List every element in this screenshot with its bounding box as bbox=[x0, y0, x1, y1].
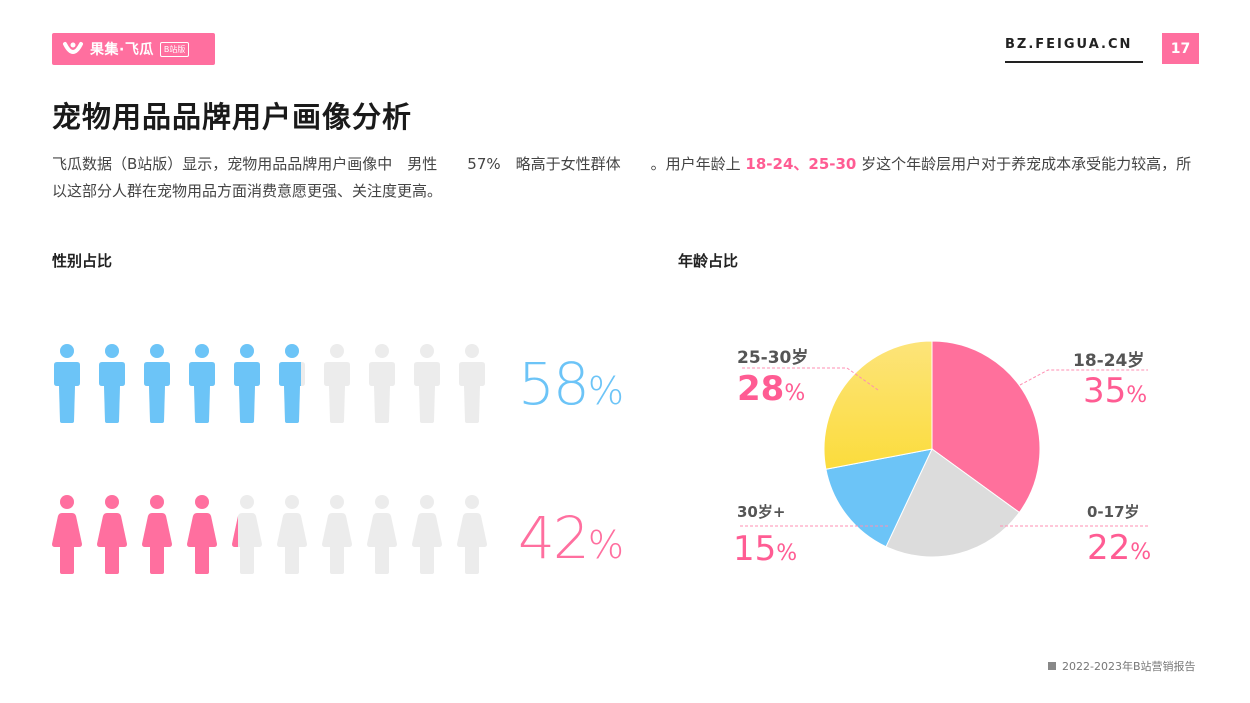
female-person-icon bbox=[367, 495, 397, 574]
slice-value-30plus-number: 15 bbox=[733, 529, 777, 569]
slice-value-25-30-number: 28 bbox=[737, 369, 785, 409]
slice-value-30plus-sign: % bbox=[776, 541, 798, 566]
male-percentage-sign: % bbox=[587, 369, 624, 413]
male-percentage-number: 58 bbox=[518, 350, 590, 418]
slice-value-0-17-sign: % bbox=[1130, 540, 1152, 565]
female-person-icon bbox=[142, 495, 172, 574]
male-person-icon bbox=[324, 344, 350, 423]
female-icon-row bbox=[52, 494, 492, 574]
leader-18-24 bbox=[1019, 369, 1148, 386]
page-number: 17 bbox=[1162, 33, 1199, 64]
male-percentage: 58% bbox=[518, 350, 624, 418]
description-part2: 岁这个年龄层用户对于养宠成本承受能力较高，所以这部分人群在宠物用品方面消费意愿更… bbox=[52, 155, 1192, 200]
page-title: 宠物用品品牌用户画像分析 bbox=[52, 100, 413, 134]
male-person-icon bbox=[54, 344, 80, 423]
footer-text: 2022-2023年B站营销报告 bbox=[1062, 660, 1196, 673]
female-percentage-sign: % bbox=[587, 523, 624, 567]
female-person-icon bbox=[322, 495, 352, 574]
male-person-icon bbox=[369, 344, 395, 423]
male-person-icon bbox=[144, 344, 170, 423]
description: 飞瓜数据（B站版）显示，宠物用品品牌用户画像中 男性 57% 略高于女性群体 。… bbox=[52, 151, 1202, 205]
description-highlight: 18-24、25-30 bbox=[745, 155, 857, 173]
slice-value-18-24-number: 35 bbox=[1083, 371, 1127, 411]
gender-section-label: 性别占比 bbox=[52, 252, 113, 270]
female-person-icon bbox=[187, 495, 217, 574]
female-person-icon bbox=[52, 495, 82, 574]
footer-square-icon bbox=[1048, 662, 1056, 670]
male-icon-row bbox=[52, 343, 492, 423]
female-person-icon bbox=[457, 495, 487, 574]
female-person-icon bbox=[232, 495, 262, 574]
pie-slice-18-24 bbox=[931, 340, 1041, 514]
pie-slice-25-30 bbox=[823, 340, 933, 470]
slice-label-25-30: 25-30岁 bbox=[737, 348, 809, 368]
brand-smile-icon bbox=[63, 42, 83, 54]
male-person-icon bbox=[189, 344, 215, 423]
slice-value-0-17: 22% bbox=[1087, 528, 1151, 568]
male-person-icon bbox=[459, 344, 485, 423]
slice-value-25-30: 28% bbox=[737, 369, 805, 409]
slice-label-18-24: 18-24岁 bbox=[1073, 351, 1145, 371]
site-url[interactable]: BZ.FEIGUA.CN bbox=[1005, 37, 1133, 52]
female-person-icon bbox=[97, 495, 127, 574]
slice-value-0-17-number: 22 bbox=[1087, 528, 1131, 568]
age-section-label: 年龄占比 bbox=[678, 252, 739, 270]
slice-value-18-24: 35% bbox=[1083, 371, 1147, 411]
slice-label-30plus: 30岁+ bbox=[737, 503, 786, 521]
male-person-icon bbox=[414, 344, 440, 423]
footer: 2022-2023年B站营销报告 bbox=[1048, 658, 1196, 674]
male-person-icon bbox=[279, 344, 305, 423]
description-part1: 飞瓜数据（B站版）显示，宠物用品品牌用户画像中 男性 57% 略高于女性群体 。… bbox=[52, 155, 746, 173]
female-person-icon bbox=[412, 495, 442, 574]
male-person-icon bbox=[234, 344, 260, 423]
female-percentage-number: 42 bbox=[518, 504, 590, 572]
slice-value-18-24-sign: % bbox=[1126, 383, 1148, 408]
slice-value-25-30-sign: % bbox=[784, 381, 806, 406]
brand-logo: 果集·飞瓜 B站版 bbox=[52, 33, 215, 65]
pie-slice-30plus bbox=[825, 448, 933, 548]
site-underline bbox=[1005, 61, 1143, 63]
slice-value-30plus: 15% bbox=[733, 529, 797, 569]
female-percentage: 42% bbox=[518, 504, 624, 572]
brand-name: 果集·飞瓜 bbox=[90, 42, 154, 58]
slice-label-0-17: 0-17岁 bbox=[1087, 503, 1140, 521]
leader-25-30 bbox=[740, 367, 879, 391]
male-person-icon bbox=[99, 344, 125, 423]
brand-badge: B站版 bbox=[159, 41, 190, 57]
female-person-icon bbox=[277, 495, 307, 574]
